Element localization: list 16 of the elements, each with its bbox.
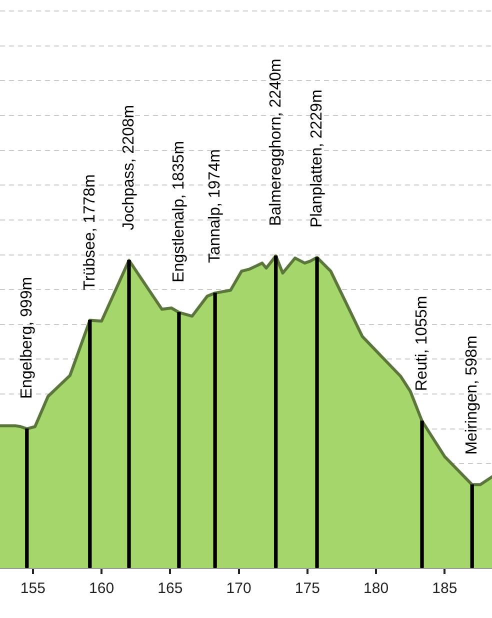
x-tick-label: 155 [20, 580, 46, 598]
annotation: Reuti, 1055m [413, 296, 430, 392]
annotation: Balmeregghorn, 2240m [267, 58, 284, 226]
x-tick-label: 170 [226, 580, 252, 598]
annotation: Tannalp, 1974m [206, 149, 224, 264]
x-tick-label: 185 [432, 580, 458, 598]
annotation: Meiringen, 598m [464, 336, 481, 455]
annotation: Engstlenalp, 1835m [170, 140, 188, 282]
annotation: Trübsee, 1778m [81, 174, 98, 290]
annotation: Jochpass, 2208m [120, 104, 138, 230]
annotation: Planplatten, 2229m [308, 90, 326, 228]
x-tick-label: 160 [89, 580, 114, 598]
x-tick-label: 165 [158, 580, 183, 598]
x-tick-label: 175 [294, 580, 320, 598]
annotation: Engelberg, 999m [18, 276, 36, 399]
x-tick-label: 180 [364, 580, 389, 598]
